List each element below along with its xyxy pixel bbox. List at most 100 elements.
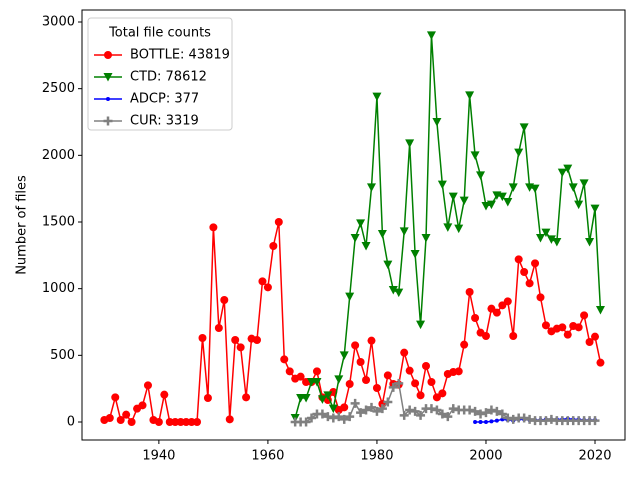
- point: [552, 238, 562, 247]
- point: [432, 405, 442, 415]
- point: [454, 367, 463, 376]
- point: [497, 192, 507, 202]
- point: [160, 390, 169, 399]
- point: [503, 198, 513, 207]
- point: [274, 218, 283, 226]
- point: [323, 391, 333, 400]
- point: [590, 416, 600, 426]
- point: [596, 358, 605, 367]
- point: [258, 277, 267, 286]
- point: [339, 351, 349, 360]
- point: [323, 412, 333, 422]
- legend-marker: [104, 51, 112, 59]
- point: [508, 183, 518, 192]
- point: [590, 204, 600, 214]
- point: [489, 419, 494, 424]
- point: [585, 338, 594, 346]
- point: [350, 398, 360, 408]
- point: [231, 336, 240, 344]
- y-tick-label: 1500: [42, 215, 75, 230]
- point: [269, 242, 278, 250]
- legend-label: ADCP: 377: [130, 92, 199, 107]
- series: [100, 218, 605, 426]
- point: [416, 320, 426, 330]
- point: [405, 405, 415, 415]
- point: [494, 418, 499, 423]
- point: [394, 378, 404, 388]
- point: [220, 296, 229, 304]
- point: [317, 409, 327, 419]
- point: [421, 234, 431, 243]
- point: [198, 334, 207, 342]
- point: [296, 372, 305, 381]
- point: [356, 219, 366, 228]
- point: [214, 324, 223, 332]
- point: [471, 314, 480, 322]
- point: [209, 223, 218, 232]
- y-tick-label: 2000: [42, 148, 75, 163]
- point: [426, 31, 436, 40]
- point: [585, 238, 595, 247]
- point: [459, 196, 469, 206]
- point: [438, 389, 447, 398]
- point: [366, 402, 376, 412]
- point: [372, 92, 382, 102]
- point: [351, 341, 360, 350]
- point: [470, 406, 480, 416]
- y-axis-label: Number of files: [15, 175, 30, 275]
- point: [497, 409, 507, 419]
- point: [563, 330, 572, 339]
- x-tick-label: 2020: [578, 449, 611, 464]
- point: [591, 332, 600, 341]
- point: [356, 358, 365, 366]
- y-tick-label: 3000: [42, 15, 75, 30]
- point: [242, 393, 251, 402]
- point: [514, 255, 523, 264]
- point: [399, 410, 409, 420]
- point: [470, 151, 480, 160]
- point: [574, 200, 584, 210]
- point: [410, 406, 420, 416]
- point: [558, 323, 567, 332]
- point: [568, 183, 578, 192]
- point: [437, 409, 447, 419]
- point: [492, 406, 502, 416]
- point: [334, 375, 344, 384]
- point: [285, 367, 294, 376]
- series: [290, 31, 605, 423]
- point: [138, 401, 147, 410]
- point: [416, 410, 426, 420]
- point: [541, 416, 551, 426]
- point: [465, 91, 475, 100]
- point: [301, 394, 311, 403]
- point: [372, 406, 382, 416]
- point: [236, 343, 245, 352]
- point: [530, 184, 540, 194]
- point: [465, 405, 475, 415]
- legend-marker: [106, 97, 110, 101]
- point: [546, 235, 556, 244]
- point: [481, 408, 491, 418]
- point: [427, 378, 436, 386]
- point: [350, 234, 360, 243]
- point: [557, 168, 567, 178]
- legend-label: BOTTLE: 43819: [130, 48, 230, 63]
- y-tick-label: 2500: [42, 81, 75, 96]
- point: [432, 118, 442, 127]
- point: [111, 393, 120, 402]
- point: [483, 420, 488, 424]
- point: [448, 404, 458, 414]
- point: [366, 183, 376, 192]
- point: [345, 380, 354, 388]
- point: [481, 202, 491, 211]
- legend-marker: [103, 116, 113, 126]
- point: [154, 418, 163, 426]
- point: [579, 179, 589, 188]
- point: [416, 391, 425, 400]
- point: [345, 292, 355, 302]
- point: [377, 404, 387, 414]
- point: [443, 223, 453, 232]
- point: [362, 376, 371, 384]
- x-tick-label: 1960: [251, 449, 284, 464]
